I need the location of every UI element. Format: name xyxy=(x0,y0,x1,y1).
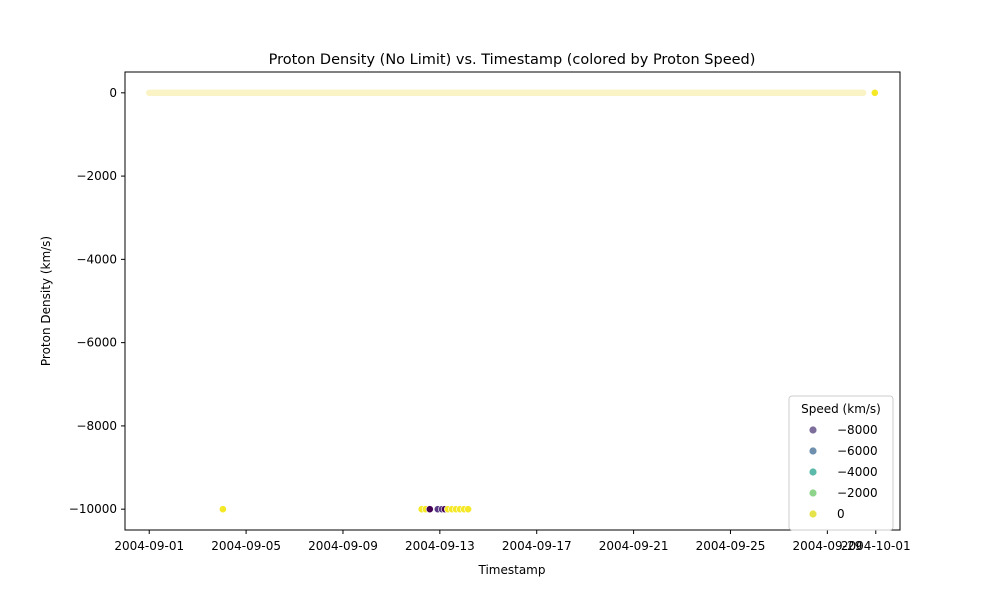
data-point xyxy=(464,505,472,514)
chart-title: Proton Density (No Limit) vs. Timestamp … xyxy=(269,52,756,68)
y-tick-label: 0 xyxy=(109,86,117,100)
data-point xyxy=(218,505,227,514)
data-points xyxy=(218,88,879,514)
y-tick-label: −4000 xyxy=(76,252,117,266)
legend-marker xyxy=(809,426,817,434)
baseline-point xyxy=(860,89,867,97)
legend-label: −6000 xyxy=(837,444,878,458)
x-tick-label: 2004-09-17 xyxy=(502,539,572,553)
legend-marker xyxy=(809,489,817,497)
y-axis: 0 −2000 −4000 −6000 −8000 −10000 xyxy=(69,86,125,516)
legend-marker xyxy=(809,447,817,455)
x-tick-label: 2004-09-09 xyxy=(308,539,378,553)
plot-frame xyxy=(124,71,901,531)
legend-label: 0 xyxy=(837,507,845,521)
x-tick-label: 2004-09-13 xyxy=(405,539,475,553)
legend-label: −2000 xyxy=(837,486,878,500)
x-tick-label: 2004-09-01 xyxy=(114,539,184,553)
x-axis-title: Timestamp xyxy=(478,563,546,577)
y-tick-label: −10000 xyxy=(69,502,117,516)
y-tick-label: −2000 xyxy=(76,169,117,183)
legend-label: −4000 xyxy=(837,465,878,479)
x-tick-label: 2004-09-29 xyxy=(792,539,862,553)
y-axis-title: Proton Density (km/s) xyxy=(39,236,53,366)
data-point xyxy=(870,88,879,97)
legend: Speed (km/s) −8000 −6000 −4000 −2000 0 xyxy=(788,395,894,531)
y-tick-label: −8000 xyxy=(76,419,117,433)
x-tick-label: 2004-09-25 xyxy=(696,539,766,553)
data-point xyxy=(425,505,434,514)
legend-label: −8000 xyxy=(837,423,878,437)
x-axis: 2004-09-01 2004-09-05 2004-09-09 2004-09-13… xyxy=(114,530,911,553)
x-tick-label: 2004-09-05 xyxy=(211,539,281,553)
y-tick-label: −6000 xyxy=(76,336,117,350)
legend-title: Speed (km/s) xyxy=(801,402,881,416)
baseline-series xyxy=(146,89,867,97)
x-tick-label: 2004-10-01 xyxy=(841,539,911,553)
legend-marker xyxy=(809,468,817,476)
legend-marker xyxy=(809,510,817,518)
x-tick-label: 2004-09-21 xyxy=(599,539,669,553)
